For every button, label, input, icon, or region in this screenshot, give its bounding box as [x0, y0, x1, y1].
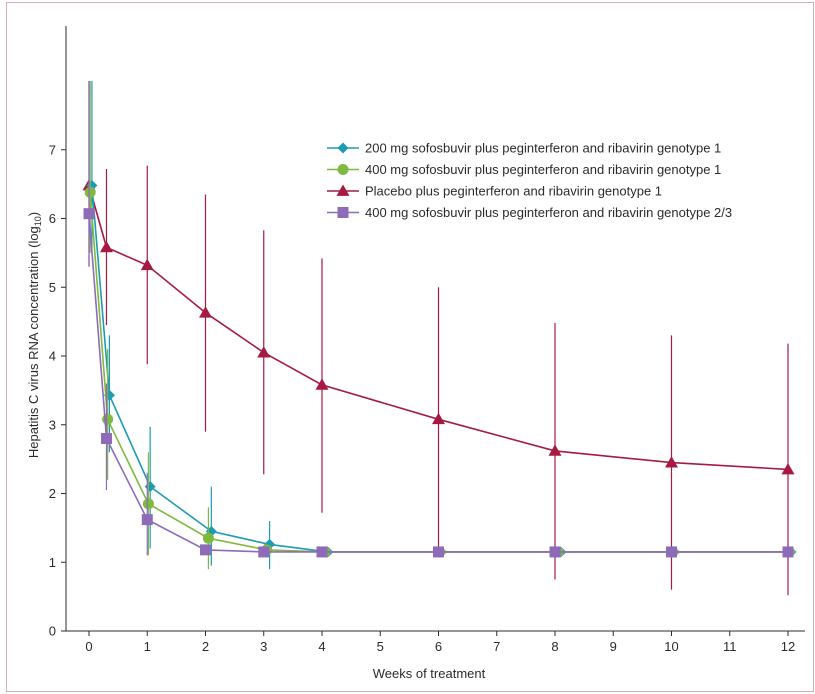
series-3-point-2	[140, 258, 154, 271]
series-2-point-1	[102, 413, 114, 425]
x-tick-label-8: 8	[551, 639, 558, 654]
series-2-line	[89, 192, 790, 553]
series-3-point-7	[548, 444, 562, 456]
y-tick-label-5: 5	[49, 280, 56, 295]
plot-layer	[82, 81, 797, 596]
x-tick-label-11: 11	[723, 639, 737, 654]
x-tick-label-1: 1	[144, 639, 151, 654]
series-4-point-9	[782, 546, 794, 558]
legend-marker-4	[337, 207, 349, 218]
series-3	[82, 81, 795, 596]
legend-label-2: 400 mg sofosbuvir plus peginterferon and…	[365, 162, 721, 177]
x-tick-label-4: 4	[318, 639, 325, 654]
legend-label-4: 400 mg sofosbuvir plus peginterferon and…	[365, 205, 732, 220]
y-tick-label-1: 1	[49, 555, 56, 570]
x-tick-label-9: 9	[610, 639, 617, 654]
series-3-point-1	[99, 240, 113, 253]
series-2-point-2	[142, 498, 154, 510]
series-3-point-9	[781, 462, 795, 475]
series-2-point-3	[202, 532, 214, 544]
legend-item-2: 400 mg sofosbuvir plus peginterferon and…	[327, 162, 721, 177]
legend: 200 mg sofosbuvir plus peginterferon and…	[327, 141, 732, 220]
legend-marker-2	[337, 164, 349, 175]
x-tick-label-10: 10	[664, 639, 678, 654]
x-axis-title: Weeks of treatment	[373, 666, 486, 681]
x-tick-label-12: 12	[781, 639, 795, 654]
y-axis-title: Hepatitis C virus RNA concentration (log…	[26, 212, 43, 458]
x-tick-label-3: 3	[260, 639, 267, 654]
y-axis-title-subscript: 10	[33, 216, 43, 226]
y-tick-label-2: 2	[49, 486, 56, 501]
x-tick-label-7: 7	[493, 639, 500, 654]
series-4-point-6	[433, 546, 444, 558]
y-tick-label-4: 4	[49, 349, 56, 364]
y-tick-label-3: 3	[49, 417, 56, 432]
series-3-point-3	[199, 306, 212, 318]
x-tick-label-0: 0	[85, 639, 92, 654]
legend-label-3: Placebo plus peginterferon and ribavirin…	[365, 184, 662, 199]
figure-frame	[6, 2, 814, 692]
series-2-point-0	[84, 186, 96, 198]
legend-marker-3	[336, 184, 350, 196]
series-4-point-1	[100, 433, 112, 444]
x-tick-label-5: 5	[377, 639, 384, 654]
series-4-point-7	[549, 546, 561, 558]
series-4-point-4	[258, 546, 270, 558]
x-tick-label-6: 6	[435, 639, 442, 654]
series-3-point-6	[432, 412, 445, 425]
series-4-point-5	[316, 546, 328, 558]
legend-marker-1	[337, 142, 349, 154]
series-4	[83, 81, 794, 558]
series-4-point-8	[666, 546, 677, 558]
x-tick-label-2: 2	[202, 639, 209, 654]
series-1-line	[91, 185, 791, 553]
y-axis-title-close: )	[26, 212, 41, 216]
legend-label-1: 200 mg sofosbuvir plus peginterferon and…	[365, 141, 721, 156]
y-tick-label-6: 6	[49, 211, 56, 226]
series-4-point-3	[200, 544, 211, 556]
series-4-point-2	[141, 514, 153, 526]
series-3-point-8	[665, 456, 678, 468]
series-3-line	[88, 185, 789, 471]
legend-item-3: Placebo plus peginterferon and ribavirin…	[327, 184, 662, 199]
y-axis-title-main: Hepatitis C virus RNA concentration (log	[26, 226, 41, 458]
series-3-point-5	[315, 378, 329, 390]
y-tick-label-0: 0	[49, 624, 56, 639]
y-tick-label-7: 7	[49, 142, 56, 157]
series-1-point-2	[144, 481, 156, 493]
series-4-line	[88, 213, 788, 553]
legend-item-1: 200 mg sofosbuvir plus peginterferon and…	[327, 141, 721, 156]
legend-item-4: 400 mg sofosbuvir plus peginterferon and…	[327, 205, 732, 220]
series-4-point-0	[83, 208, 95, 220]
series-3-point-4	[257, 346, 271, 358]
